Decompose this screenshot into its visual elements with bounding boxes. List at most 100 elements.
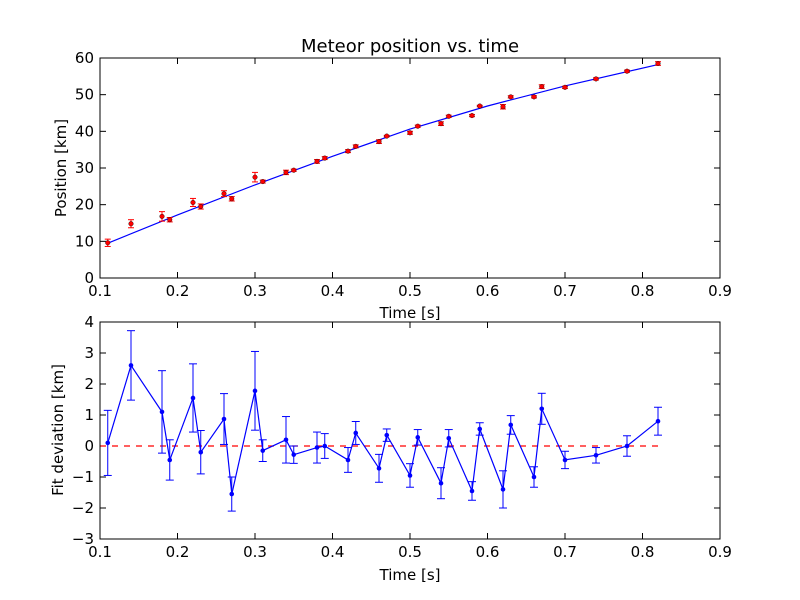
position-x-tick-label: 0.3 (243, 282, 267, 300)
deviation-data-point (190, 395, 196, 401)
position-data-point (252, 174, 258, 180)
deviation-data-point (562, 457, 568, 463)
deviation-plot-area: 0.1 0.2 0.3 0.4 0.5 0.6 0.7 0.8 0.9 −3 −2 −1 0 1 2 3 4 (72, 313, 732, 561)
position-data-point (469, 113, 475, 119)
deviation-data-point (229, 491, 235, 497)
position-data-point (159, 213, 165, 219)
position-data-point (167, 217, 173, 223)
position-y-tick-label: 40 (75, 122, 94, 140)
position-data-point (221, 191, 227, 197)
deviation-x-tick-label: 0.5 (398, 543, 422, 561)
deviation-y-axis-label: Fit deviation [km] (49, 364, 67, 496)
deviation-data-point (531, 474, 537, 480)
deviation-series-line (107, 364, 659, 495)
position-data-point (593, 76, 599, 82)
deviation-data-point (415, 435, 421, 440)
deviation-x-tick-label: 0.1 (88, 543, 112, 561)
position-data-point (229, 196, 235, 202)
position-data-point (345, 148, 351, 154)
position-data-point (407, 130, 413, 136)
position-data-point (376, 139, 382, 145)
position-y-tick-label: 0 (84, 269, 94, 287)
deviation-data-point (500, 487, 506, 492)
deviation-data-point (353, 430, 359, 436)
position-y-tick-label: 10 (75, 232, 94, 250)
position-data-point (562, 84, 568, 90)
position-data-point (198, 203, 204, 209)
deviation-x-tick-label: 0.6 (476, 543, 500, 561)
deviation-data-point (407, 473, 413, 478)
position-data-point (508, 94, 514, 100)
position-y-tick-label: 30 (75, 159, 94, 177)
position-x-tick-label: 0.1 (88, 282, 112, 300)
position-y-tick-label: 60 (75, 49, 94, 67)
deviation-data-point (384, 432, 390, 438)
deviation-y-tick-label: 4 (84, 313, 94, 331)
deviation-x-axis-label: Time [s] (379, 566, 441, 584)
position-axes-frame (99, 57, 721, 279)
position-data-point (446, 113, 452, 119)
position-x-tick-label: 0.8 (631, 282, 655, 300)
deviation-axes-frame (99, 321, 721, 540)
deviation-data-point (167, 457, 173, 463)
position-data-point (283, 169, 289, 175)
position-data-point (291, 167, 297, 173)
deviation-x-tick-label: 0.3 (243, 543, 267, 561)
deviation-x-tick-label: 0.7 (553, 543, 577, 561)
position-data-point (477, 103, 483, 109)
deviation-data-point (291, 452, 297, 457)
deviation-y-tick-label: 3 (84, 344, 94, 362)
deviation-data-point (198, 449, 204, 455)
deviation-data-point (655, 418, 661, 424)
deviation-x-tick-label: 0.8 (631, 543, 655, 561)
deviation-data-point (477, 426, 483, 432)
position-x-tick-label: 0.7 (553, 282, 577, 300)
position-data-point (624, 68, 630, 74)
position-data-point (438, 121, 444, 127)
position-data-point (105, 240, 111, 246)
position-data-point (322, 155, 328, 161)
deviation-data-point (221, 416, 227, 422)
position-data-point (190, 199, 196, 205)
position-y-tick-label: 20 (75, 196, 94, 214)
position-data-point (384, 133, 390, 139)
position-x-tick-label: 0.2 (166, 282, 190, 300)
deviation-data-point (539, 406, 545, 412)
position-y-tick-label: 50 (75, 86, 94, 104)
deviation-data-point (260, 448, 266, 453)
position-panel: Meteor position vs. time 0.1 0.2 0.3 0.4 0.5… (52, 36, 732, 322)
chart-title: Meteor position vs. time (301, 36, 519, 57)
deviation-data-point (159, 409, 165, 415)
deviation-panel: 0.1 0.2 0.3 0.4 0.5 0.6 0.7 0.8 0.9 −3 −2 −1 0 1 2 3 4 T… (49, 313, 732, 584)
deviation-data-point (446, 435, 452, 441)
deviation-data-point (314, 445, 320, 450)
deviation-data-point (105, 440, 111, 446)
deviation-y-tick-label: 0 (84, 437, 94, 455)
deviation-data-point (508, 422, 514, 428)
deviation-y-tick-label: 1 (84, 406, 94, 424)
deviation-data-point (593, 453, 599, 458)
deviation-y-tick-label: 2 (84, 375, 94, 393)
position-data-point (539, 84, 545, 90)
deviation-y-tick-label: −3 (72, 530, 94, 548)
position-x-tick-label: 0.4 (321, 282, 345, 300)
deviation-x-tick-label: 0.9 (708, 543, 732, 561)
position-y-axis-label: Position [km] (52, 119, 70, 217)
deviation-data-point (128, 363, 134, 368)
position-data-point (260, 179, 266, 185)
deviation-data-point (345, 457, 351, 463)
deviation-data-point (283, 437, 289, 443)
position-x-tick-label: 0.5 (398, 282, 422, 300)
deviation-data-point (252, 388, 258, 394)
position-plot-area: 0.1 0.2 0.3 0.4 0.5 0.6 0.7 0.8 0.9 0 10 20 30 40 50 60 (75, 49, 732, 300)
position-data-point (415, 123, 421, 129)
position-data-point (314, 158, 320, 164)
position-data-point (500, 104, 506, 110)
deviation-x-tick-label: 0.2 (166, 543, 190, 561)
position-data-point (531, 94, 537, 100)
position-data-point (353, 143, 359, 149)
deviation-data-point (624, 443, 630, 449)
position-x-axis-label: Time [s] (379, 304, 441, 322)
